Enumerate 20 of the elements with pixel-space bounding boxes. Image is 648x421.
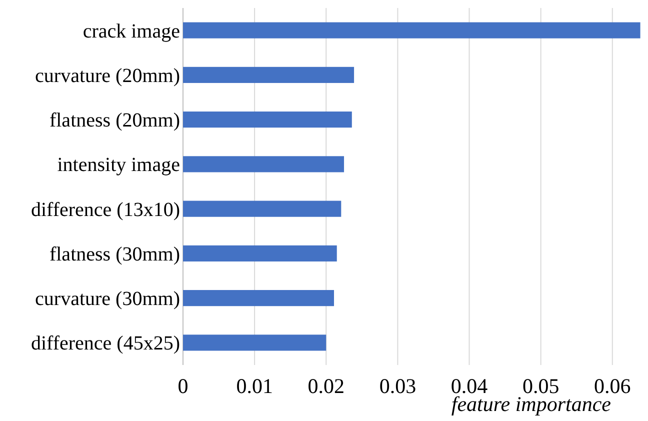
bar: [183, 200, 342, 217]
bar: [183, 334, 326, 351]
bar: [183, 66, 354, 83]
y-tick-label: difference (45x25): [30, 332, 180, 355]
x-tick-label: 0: [178, 374, 188, 398]
bar: [183, 112, 352, 128]
x-tick-label: 0.01: [236, 374, 273, 398]
bar: [183, 156, 344, 172]
y-tick-label: crack image: [82, 20, 180, 42]
bar: [183, 22, 640, 38]
y-tick-label: curvature (20mm): [35, 64, 180, 87]
y-tick-label: intensity image: [57, 154, 180, 176]
bar: [183, 245, 337, 262]
y-tick-label: flatness (20mm): [49, 110, 180, 132]
x-tick-label: 0.02: [308, 374, 344, 398]
y-tick-label: difference (13x10): [30, 198, 180, 221]
y-tick-label: curvature (30mm): [35, 288, 180, 310]
bar: [183, 290, 334, 306]
x-tick-label: 0.03: [379, 374, 416, 398]
y-tick-label: flatness (30mm): [49, 243, 180, 266]
